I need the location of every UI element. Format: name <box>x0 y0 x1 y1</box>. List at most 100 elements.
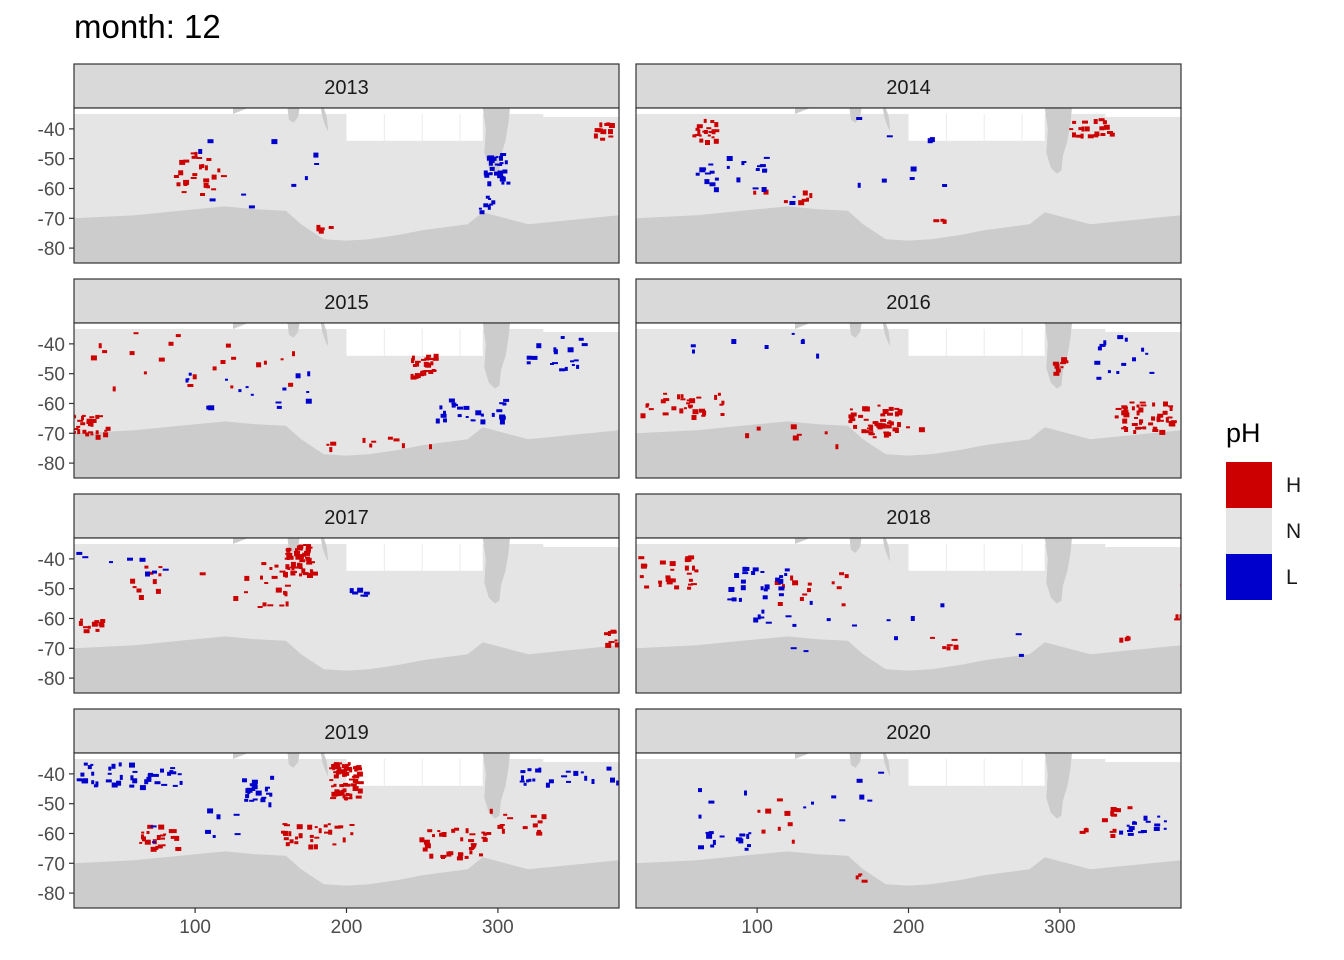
anomaly-cell-low <box>132 778 138 784</box>
anomaly-cell-low <box>739 833 746 837</box>
anomaly-cell-low <box>457 406 463 410</box>
anomaly-cell-high <box>307 573 313 578</box>
anomaly-cell-high <box>807 588 811 593</box>
anomaly-cell-high <box>158 357 165 362</box>
anomaly-cell-high <box>260 575 263 580</box>
anomaly-cell-low <box>491 200 496 205</box>
anomaly-cell-low <box>552 362 558 365</box>
anomaly-cell-high <box>1131 423 1138 426</box>
anomaly-cell-high <box>194 151 198 156</box>
anomaly-cell-low <box>747 844 751 848</box>
anomaly-cell-low <box>452 404 458 407</box>
anomaly-cell-low <box>502 169 508 174</box>
anomaly-cell-high <box>933 219 940 223</box>
anomaly-cell-high <box>318 828 322 834</box>
anomaly-cell-high <box>1157 413 1164 418</box>
anomaly-cell-high <box>178 170 184 176</box>
anomaly-cell-high <box>894 411 899 417</box>
anomaly-cell-high <box>674 585 680 590</box>
anomaly-cell-low <box>751 571 756 575</box>
anomaly-cell-high <box>663 398 670 402</box>
anomaly-cell-high <box>197 157 203 159</box>
anomaly-cell-low <box>757 614 761 620</box>
anomaly-cell-low <box>910 616 915 621</box>
anomaly-cell-low <box>811 801 814 805</box>
anomaly-cell-low <box>790 647 797 650</box>
anomaly-cell-high <box>139 841 143 844</box>
anomaly-cell-low <box>690 344 696 348</box>
anomaly-cell-high <box>721 400 725 405</box>
anomaly-cell-low <box>886 135 893 138</box>
anomaly-cell-low <box>252 798 258 801</box>
anomaly-cell-low <box>764 345 769 349</box>
anomaly-cell-high <box>295 548 298 553</box>
anomaly-cell-high <box>1135 426 1142 430</box>
facet-panel-2020: 2020 100 200 300 <box>635 708 1182 938</box>
anomaly-cell-high <box>355 778 359 784</box>
anomaly-cell-high <box>501 828 505 834</box>
anomaly-cell-high <box>1158 419 1164 422</box>
anomaly-cell-high <box>173 175 179 178</box>
anomaly-cell-high <box>442 832 447 837</box>
facet-strip <box>635 708 1182 754</box>
anomaly-cell-high <box>648 408 654 411</box>
anomaly-cell-low <box>1097 346 1102 351</box>
anomaly-cell-high <box>95 628 100 632</box>
anomaly-cell-low <box>719 835 725 838</box>
anomaly-cell-high <box>341 764 345 769</box>
anomaly-cell-low <box>488 172 493 176</box>
panel-border <box>73 537 620 694</box>
anomaly-cell-high <box>783 200 788 204</box>
anomaly-cell-high <box>262 602 267 607</box>
anomaly-cell-low <box>538 767 542 773</box>
anomaly-cell-high <box>158 824 165 830</box>
x-tick-label: 300 <box>1044 917 1076 938</box>
anomaly-cell-low <box>490 156 497 161</box>
anomaly-cell-high <box>349 793 353 799</box>
y-tick-label: -50 <box>38 365 65 386</box>
anomaly-cell-low <box>108 766 112 771</box>
anomaly-cell-low <box>784 568 790 572</box>
anomaly-cell-high <box>483 832 488 836</box>
anomaly-cell-high <box>176 182 181 187</box>
anomaly-cell-low <box>209 198 216 202</box>
legend-swatch-h <box>1226 462 1272 508</box>
anomaly-cell-low <box>789 201 796 205</box>
anomaly-cell-low <box>1116 371 1120 374</box>
anomaly-cell-low <box>91 780 95 785</box>
anomaly-cells <box>76 762 619 861</box>
anomaly-cell-high <box>281 830 285 834</box>
panel-border <box>73 107 620 264</box>
anomaly-cell-high <box>880 413 886 417</box>
anomaly-cell-low <box>276 405 282 409</box>
anomaly-cell-low <box>881 178 887 183</box>
anomaly-cell-high <box>1123 412 1130 418</box>
anomaly-cell-low <box>708 831 714 835</box>
anomaly-cell-high <box>690 583 697 586</box>
y-tick-label: -80 <box>38 669 65 690</box>
anomaly-cell-low <box>212 835 216 838</box>
anomaly-cell-low <box>616 780 619 786</box>
anomaly-cell-high <box>896 411 903 416</box>
anomaly-cell-high <box>659 560 666 565</box>
anomaly-cell-high <box>874 421 879 427</box>
nodata-gap-1 <box>346 758 483 786</box>
anomaly-cell-low <box>1127 832 1134 836</box>
anomaly-cell-low <box>1140 830 1147 833</box>
anomaly-cell-high <box>695 127 700 131</box>
anomaly-cell-low <box>859 794 865 800</box>
anomaly-cell-high <box>91 419 97 423</box>
anomaly-cell-low <box>497 173 504 179</box>
anomaly-cell-low <box>250 393 254 396</box>
anomaly-cell-high <box>284 584 291 587</box>
anomaly-cell-high <box>296 545 303 551</box>
anomaly-cell-high <box>1102 120 1107 125</box>
anomaly-cell-low <box>763 588 768 592</box>
anomaly-cell-high <box>112 386 116 392</box>
anomaly-cell-low <box>839 819 846 822</box>
anomaly-cell-low <box>526 355 532 360</box>
anomaly-cell-low <box>167 771 172 776</box>
anomaly-cell-low <box>778 593 784 597</box>
anomaly-cell-low <box>708 800 715 804</box>
anomaly-cell-high <box>285 842 290 847</box>
